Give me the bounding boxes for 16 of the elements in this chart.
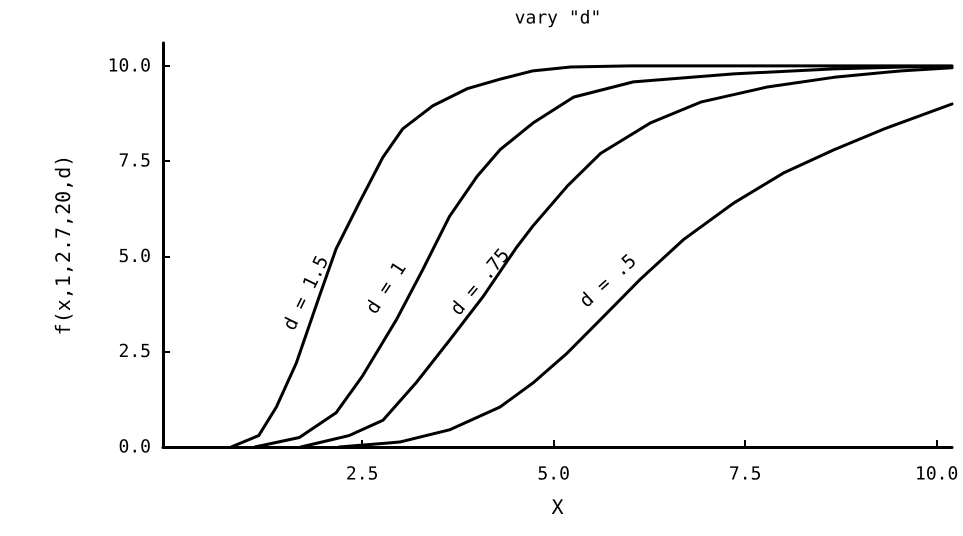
y-tick-label: 2.5 [118, 341, 151, 362]
y-tick-label: 5.0 [118, 246, 151, 267]
x-tick-label: 2.5 [346, 464, 378, 484]
text: d = 1.5 [278, 252, 334, 334]
chart-title: vary "d" [514, 8, 602, 28]
x-axis-title: X [551, 495, 564, 519]
x-tick-label: 10.0 [915, 464, 958, 484]
y-tick-label: 0.0 [118, 436, 151, 458]
y-axis-title: f(x,1,2.7,20,d) [51, 154, 75, 336]
x-tick-label: 5.0 [537, 464, 570, 484]
text: d = .75 [446, 244, 514, 320]
text: d = 1 [361, 258, 411, 318]
y-tick-label: 10.0 [108, 55, 151, 76]
text: d = .5 [575, 250, 641, 312]
y-tick-label: 7.5 [118, 150, 151, 172]
x-tick-label: 7.5 [728, 464, 762, 484]
